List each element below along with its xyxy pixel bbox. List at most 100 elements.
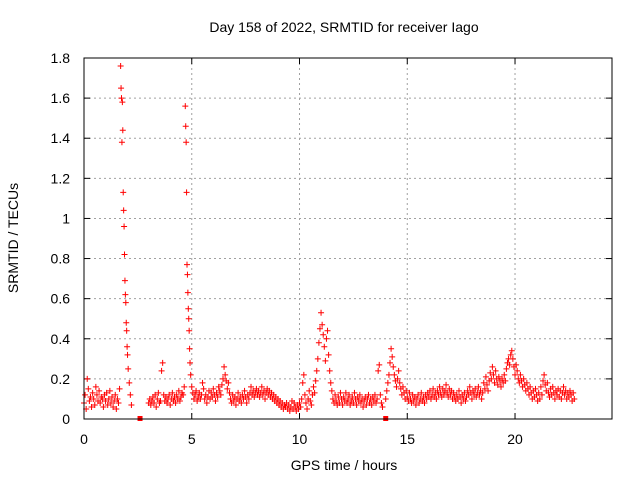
data-point (158, 367, 165, 374)
data-point (154, 395, 161, 402)
data-point (122, 299, 129, 306)
data-point (488, 375, 495, 382)
data-point (186, 345, 193, 352)
data-point (190, 395, 197, 402)
data-point (119, 99, 126, 106)
data-point (123, 319, 130, 326)
data-point (299, 379, 306, 386)
data-point (107, 399, 114, 406)
data-point (315, 339, 322, 346)
data-point (418, 389, 425, 396)
data-point (304, 405, 311, 412)
data-point (227, 395, 234, 402)
data-point (558, 395, 565, 402)
data-point (329, 395, 336, 402)
data-point (312, 377, 319, 384)
data-point (489, 363, 496, 370)
data-point (335, 393, 342, 400)
data-point (479, 389, 486, 396)
data-point (105, 395, 112, 402)
data-point (472, 385, 479, 392)
y-tick-labels: 0 0.2 0.4 0.6 0.8 1 1.2 1.4 1.6 1.8 (51, 50, 71, 427)
data-point (118, 95, 125, 102)
data-point (396, 379, 403, 386)
data-point (125, 365, 132, 372)
data-point (318, 309, 325, 316)
data-point (103, 389, 110, 396)
data-point (199, 379, 206, 386)
data-point (100, 403, 107, 410)
data-point (566, 387, 573, 394)
data-point (186, 327, 193, 334)
data-point (368, 401, 375, 408)
data-point (218, 381, 225, 388)
data-point (224, 385, 231, 392)
data-point (447, 391, 454, 398)
data-point (356, 391, 363, 398)
data-point (389, 353, 396, 360)
data-point (180, 391, 187, 398)
data-point (351, 389, 358, 396)
data-point (503, 365, 510, 372)
data-point (128, 401, 135, 408)
data-point (85, 385, 92, 392)
data-point (286, 407, 293, 414)
y-tick-label: 0 (62, 411, 70, 427)
data-point (327, 379, 334, 386)
data-point (87, 393, 94, 400)
data-point (387, 359, 394, 366)
data-point (169, 389, 176, 396)
data-point (473, 393, 480, 400)
data-point (515, 375, 522, 382)
data-point (262, 395, 269, 402)
data-point (117, 63, 124, 70)
data-point (507, 351, 514, 358)
data-point (96, 387, 103, 394)
data-point (232, 401, 239, 408)
data-point (239, 391, 246, 398)
data-point (184, 271, 191, 278)
data-point (443, 381, 450, 388)
data-point (378, 399, 385, 406)
data-point (230, 397, 237, 404)
data-point (541, 371, 548, 378)
data-point (124, 351, 131, 358)
data-point (433, 395, 440, 402)
data-point (462, 397, 469, 404)
data-point (320, 331, 327, 338)
data-point (159, 359, 166, 366)
data-point (436, 383, 443, 390)
data-point (183, 189, 190, 196)
data-point (485, 387, 492, 394)
data-point (416, 399, 423, 406)
data-point (537, 383, 544, 390)
data-point (498, 383, 505, 390)
data-point (395, 367, 402, 374)
data-point (365, 391, 372, 398)
x-tick-label: 15 (399, 431, 415, 447)
data-point (104, 401, 111, 408)
data-point (118, 139, 125, 146)
data-point (184, 261, 191, 268)
data-point (379, 403, 386, 410)
data-point (384, 379, 391, 386)
data-point (217, 391, 224, 398)
data-point (453, 391, 460, 398)
data-point (450, 389, 457, 396)
data-point (371, 391, 378, 398)
data-point (185, 315, 192, 322)
x-tick-label: 5 (188, 431, 196, 447)
data-point (121, 277, 128, 284)
data-point (491, 379, 498, 386)
data-point (347, 401, 354, 408)
data-point (182, 123, 189, 130)
data-point (298, 395, 305, 402)
data-point (492, 367, 499, 374)
data-point (187, 371, 194, 378)
data-point (123, 327, 130, 334)
data-point (300, 371, 307, 378)
data-point (551, 395, 558, 402)
data-point (325, 351, 332, 358)
data-point (121, 251, 128, 258)
data-point (480, 379, 487, 386)
